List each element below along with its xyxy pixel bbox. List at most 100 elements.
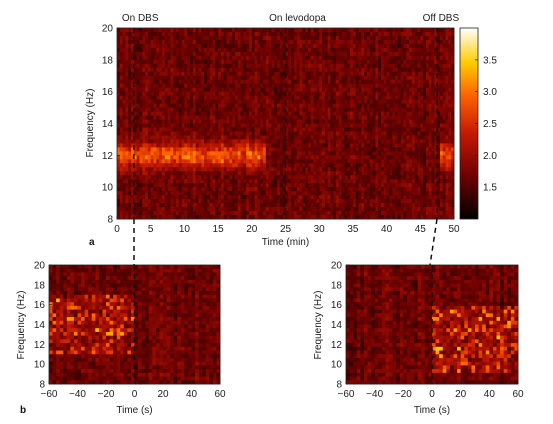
heatmap-cell: [383, 123, 387, 128]
heatmap-cell: [251, 83, 256, 89]
heatmap-cell: [190, 159, 194, 164]
heatmap-cell: [175, 175, 180, 180]
heatmap-cell: [223, 31, 227, 37]
heatmap-cell: [212, 151, 216, 156]
heatmap-cell: [386, 127, 390, 132]
heatmap-cell: [313, 107, 317, 112]
heatmap-cell: [190, 63, 194, 69]
heatmap-cell: [271, 111, 275, 116]
heatmap-cell: [246, 163, 250, 168]
heatmap-cell: [293, 131, 298, 136]
heatmap-cell: [369, 131, 373, 136]
heatmap-cell: [240, 131, 244, 136]
heatmap-cell: [153, 131, 157, 136]
heatmap-cell: [417, 127, 421, 132]
heatmap-cell: [310, 191, 314, 196]
heatmap-cell: [131, 191, 135, 196]
heatmap-cell: [229, 179, 233, 184]
heatmap-cell: [442, 39, 446, 45]
heatmap-cell: [448, 39, 452, 45]
heatmap-cell: [232, 87, 236, 93]
heatmap-cell: [164, 99, 168, 105]
heatmap-cell: [344, 163, 348, 168]
heatmap-cell: [204, 143, 208, 148]
heatmap-cell: [232, 167, 236, 172]
heatmap-cell: [159, 55, 163, 61]
heatmap-cell: [133, 55, 138, 61]
heatmap-cell: [178, 179, 182, 184]
heatmap-cell: [209, 123, 213, 128]
heatmap-cell: [198, 139, 202, 144]
heatmap-cell: [136, 107, 140, 112]
heatmap-cell: [117, 187, 121, 192]
heatmap-cell: [344, 167, 348, 172]
heatmap-cell: [251, 191, 256, 196]
heatmap-cell: [122, 51, 126, 57]
heatmap-cell: [170, 159, 174, 164]
heatmap-cell: [170, 191, 174, 196]
heatmap-cell: [136, 28, 140, 33]
heatmap-cell: [386, 171, 390, 176]
heatmap-cell: [347, 123, 351, 128]
heatmap-cell: [139, 91, 143, 97]
heatmap-cell: [417, 119, 421, 124]
heatmap-cell: [364, 87, 368, 93]
heatmap-cell: [223, 175, 227, 180]
heatmap-cell: [201, 99, 205, 105]
heatmap-cell: [338, 135, 343, 140]
heatmap-cell: [243, 159, 247, 164]
heatmap-cell: [448, 28, 452, 33]
heatmap-cell: [282, 131, 286, 136]
heatmap-cell: [226, 131, 230, 136]
heatmap-cell: [409, 28, 413, 33]
heatmap-cell: [277, 51, 281, 57]
heatmap-cell: [153, 55, 157, 61]
heatmap-cell: [136, 171, 140, 176]
heatmap-cell: [378, 187, 382, 192]
heatmap-cell: [268, 119, 272, 124]
heatmap-cell: [397, 111, 402, 116]
heatmap-cell: [204, 75, 208, 81]
heatmap-cell: [223, 183, 227, 188]
heatmap-cell: [316, 28, 320, 33]
heatmap-cell: [344, 51, 348, 57]
heatmap-cell: [279, 115, 284, 120]
heatmap-cell: [336, 163, 340, 168]
heatmap-cell: [316, 71, 320, 77]
heatmap-cell: [389, 155, 393, 160]
heatmap-cell: [279, 119, 284, 124]
heatmap-cell: [423, 119, 427, 124]
heatmap-cell: [330, 119, 334, 124]
heatmap-cell: [409, 175, 413, 180]
heatmap-cell: [268, 51, 272, 57]
heatmap-cell: [117, 31, 121, 37]
heatmap-cell: [167, 35, 171, 41]
heatmap-cell: [411, 91, 416, 97]
heatmap-cell: [282, 107, 286, 112]
heatmap-cell: [246, 127, 250, 132]
heatmap-cell: [142, 191, 146, 196]
heatmap-cell: [212, 191, 216, 196]
heatmap-cell: [395, 99, 399, 105]
heatmap-cell: [274, 163, 278, 168]
heatmap-cell: [361, 175, 365, 180]
heatmap-cell: [333, 63, 337, 69]
heatmap-cell: [414, 43, 418, 49]
heatmap-cell: [147, 175, 152, 180]
heatmap-cell: [265, 155, 270, 160]
heatmap-cell: [164, 43, 168, 49]
heatmap-cell: [431, 67, 435, 73]
heatmap-cell: [265, 91, 270, 97]
heatmap-cell: [327, 83, 331, 89]
heatmap-cell: [153, 28, 157, 33]
heatmap-cell: [322, 131, 326, 136]
heatmap-cell: [277, 135, 281, 140]
heatmap-cell: [170, 123, 174, 128]
heatmap-cell: [139, 163, 143, 168]
heatmap-cell: [212, 163, 216, 168]
heatmap-cell: [344, 107, 348, 112]
heatmap-cell: [263, 135, 267, 140]
heatmap-cell: [164, 151, 168, 156]
heatmap-cell: [406, 51, 410, 57]
heatmap-cell: [173, 35, 177, 41]
